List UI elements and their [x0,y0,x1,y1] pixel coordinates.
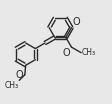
Text: O: O [16,70,24,80]
Text: CH₃: CH₃ [4,81,18,90]
Text: O: O [72,17,80,27]
Text: O: O [63,48,71,58]
Text: CH₃: CH₃ [82,48,96,57]
